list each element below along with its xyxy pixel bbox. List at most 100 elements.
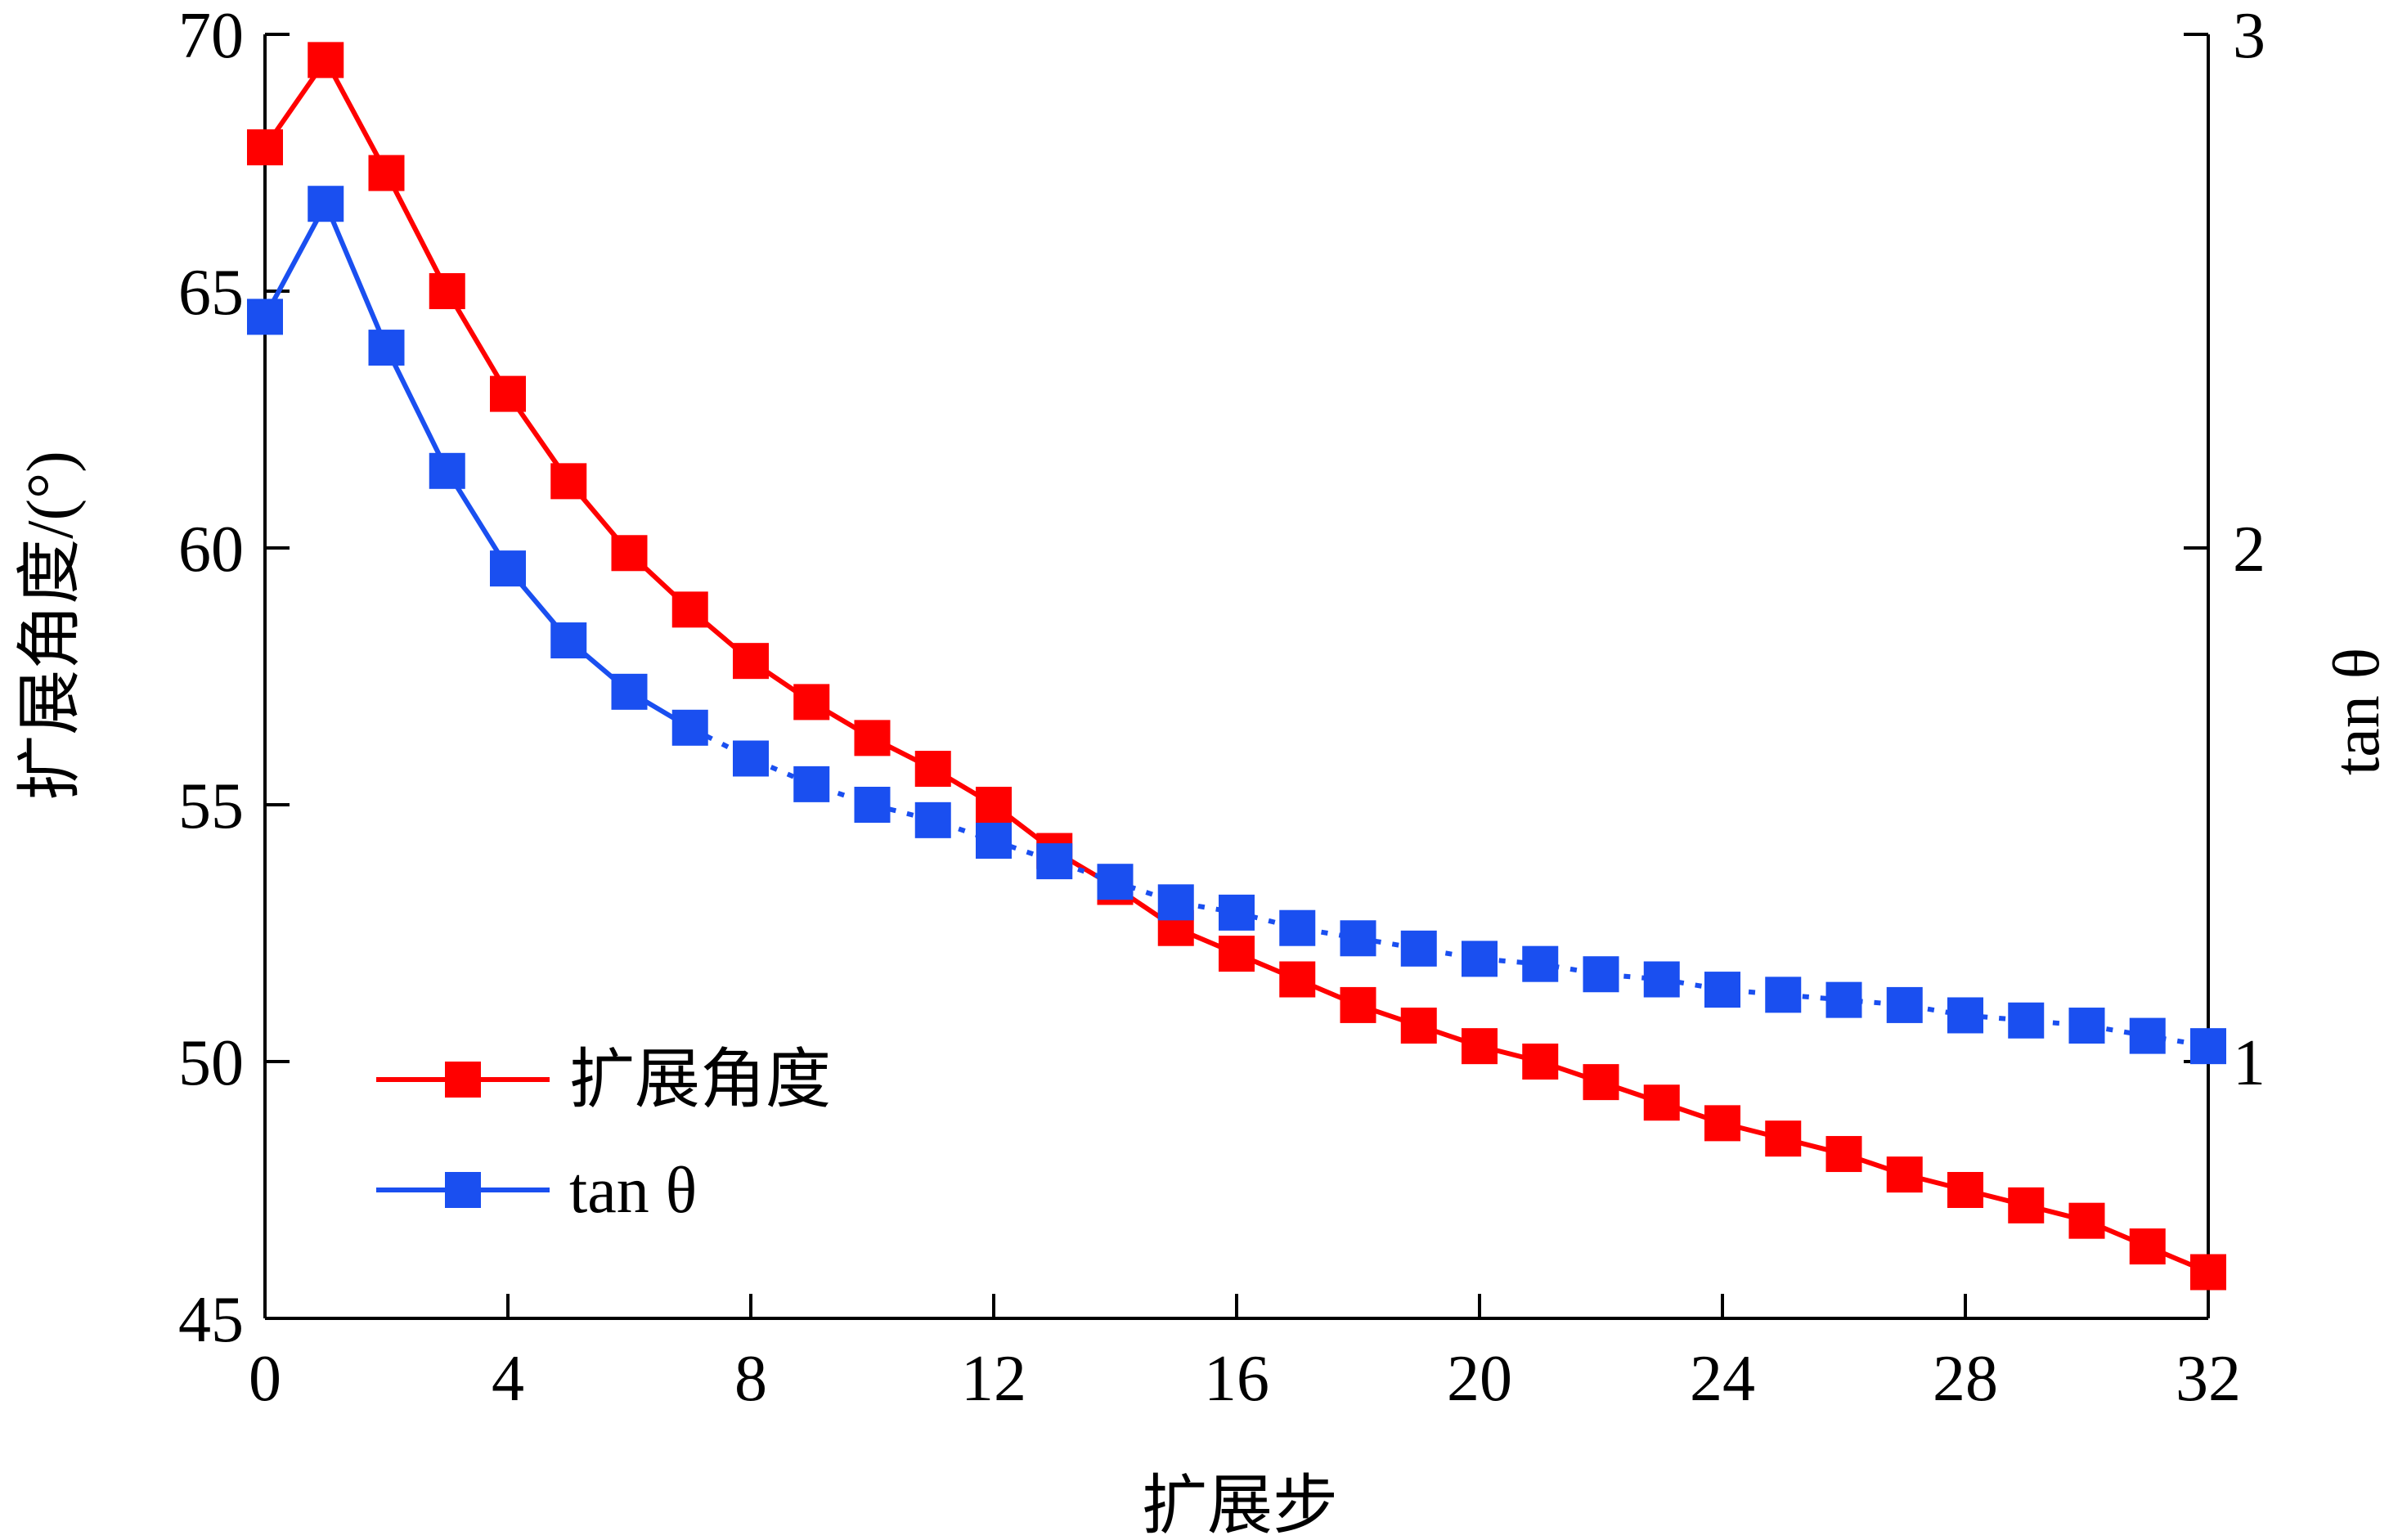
data-point	[1462, 941, 1498, 977]
data-point	[1522, 1044, 1559, 1080]
data-point	[1886, 1156, 1923, 1193]
x-axis-title: 扩展步	[1142, 1470, 1338, 1540]
x-tick-label: 32	[2176, 1343, 2241, 1415]
data-point	[1097, 864, 1134, 900]
data-point	[671, 591, 708, 628]
y-right-tick-label: 3	[2233, 0, 2266, 72]
x-tick-label: 28	[1933, 1343, 1998, 1415]
data-point	[2068, 1008, 2105, 1044]
data-point	[2008, 1187, 2045, 1223]
data-point	[368, 330, 405, 366]
data-point	[1400, 1008, 1437, 1044]
data-point	[1279, 961, 1316, 998]
x-axis: 0 4 8 12 16 20 24 28 32	[249, 1294, 2241, 1415]
data-point	[914, 801, 951, 838]
data-point	[429, 273, 465, 309]
data-point	[247, 129, 283, 166]
data-point	[671, 709, 708, 746]
y-left-tick-label: 50	[178, 1027, 244, 1099]
data-point	[368, 155, 405, 191]
data-point	[308, 186, 344, 222]
y-axis-right: 1 2 3	[2184, 0, 2266, 1099]
data-point	[1522, 945, 1559, 982]
data-point	[550, 463, 587, 500]
data-point	[1219, 894, 1255, 931]
series-layer	[247, 42, 2226, 1291]
data-point	[1036, 843, 1073, 880]
data-point	[308, 42, 344, 79]
data-point	[611, 673, 648, 710]
legend-label-angle: 扩展角度	[569, 1044, 831, 1116]
y-right-tick-label: 2	[2233, 514, 2266, 586]
data-point	[976, 822, 1012, 859]
x-tick-label: 16	[1204, 1343, 1269, 1415]
data-point	[1643, 1084, 1680, 1121]
legend-item-angle: 扩展角度	[376, 1044, 831, 1116]
legend-item-tan: tan θ	[376, 1155, 697, 1227]
y-left-tick-label: 70	[178, 0, 244, 72]
x-tick-label: 8	[734, 1343, 767, 1415]
data-point	[611, 535, 648, 572]
series-tan	[247, 186, 2226, 1065]
series-angle	[247, 42, 2226, 1291]
data-point	[1825, 1136, 1862, 1173]
data-point	[1340, 986, 1376, 1023]
y-axis-right-title: tan θ	[2321, 648, 2389, 775]
data-point	[1400, 930, 1437, 967]
y-right-tick-label: 1	[2233, 1027, 2266, 1099]
x-tick-label: 4	[492, 1343, 524, 1415]
plot-area	[263, 34, 2210, 1320]
data-point	[976, 787, 1012, 823]
data-point	[2129, 1228, 2166, 1265]
data-point	[550, 622, 587, 659]
data-point	[429, 452, 465, 489]
data-point	[1462, 1028, 1498, 1065]
data-point	[854, 720, 891, 757]
legend-label-tan: tan θ	[569, 1155, 697, 1227]
data-point	[1583, 1064, 1619, 1101]
data-point	[1704, 1105, 1740, 1142]
data-point	[1340, 920, 1376, 957]
series-line-solid	[263, 198, 692, 730]
y-left-tick-label: 55	[178, 770, 244, 842]
data-point	[1825, 981, 1862, 1018]
data-point	[1765, 977, 1802, 1013]
data-point	[733, 643, 769, 680]
legend: 扩展角度 tan θ	[376, 1044, 831, 1227]
data-point	[1279, 909, 1316, 946]
y-axis-left: 45 50 55 60 65 70	[178, 0, 290, 1356]
data-point	[1947, 997, 1983, 1034]
legend-marker-tan	[445, 1172, 481, 1208]
data-point	[490, 550, 526, 587]
x-tick-label: 0	[249, 1343, 281, 1415]
y-left-tick-label: 60	[178, 514, 244, 586]
y-left-tick-label: 65	[178, 257, 244, 329]
data-point	[1157, 884, 1194, 921]
data-point	[490, 375, 526, 412]
data-point	[2190, 1028, 2226, 1065]
data-point	[1765, 1120, 1802, 1157]
legend-marker-angle	[445, 1062, 481, 1098]
data-point	[2008, 1002, 2045, 1039]
data-point	[1947, 1172, 1983, 1208]
data-point	[247, 299, 283, 335]
data-point	[1643, 961, 1680, 998]
data-point	[2129, 1017, 2166, 1054]
data-point	[854, 787, 891, 823]
y-left-tick-label: 45	[178, 1284, 244, 1356]
data-point	[2068, 1202, 2105, 1239]
data-point	[2190, 1254, 2226, 1291]
data-point	[1219, 936, 1255, 972]
data-point	[1704, 972, 1740, 1008]
data-point	[793, 766, 830, 802]
data-point	[1886, 986, 1923, 1023]
y-axis-left-title: 扩展角度/(°)	[15, 451, 87, 801]
data-point	[793, 684, 830, 721]
series-line	[263, 55, 2210, 1275]
x-tick-label: 24	[1690, 1343, 1755, 1415]
x-tick-label: 12	[961, 1343, 1026, 1415]
data-point	[914, 751, 951, 788]
data-point	[733, 740, 769, 777]
data-point	[1583, 956, 1619, 993]
